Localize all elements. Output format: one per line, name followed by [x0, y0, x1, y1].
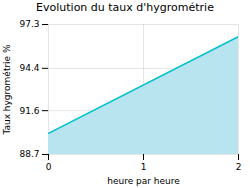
svg-text:Taux hygrométrie %: Taux hygrométrie % [2, 44, 12, 136]
svg-text:2: 2 [236, 162, 242, 172]
svg-text:97.3: 97.3 [19, 19, 39, 29]
svg-text:heure par heure: heure par heure [107, 176, 180, 186]
svg-text:0: 0 [46, 162, 52, 172]
svg-text:88.7: 88.7 [19, 149, 39, 159]
svg-text:91.6: 91.6 [19, 106, 39, 116]
svg-text:1: 1 [141, 162, 147, 172]
svg-text:94.4: 94.4 [19, 63, 39, 73]
html-text:Evolution du taux d'hygrométri: Evolution du taux d'hygrométrie [36, 1, 214, 14]
